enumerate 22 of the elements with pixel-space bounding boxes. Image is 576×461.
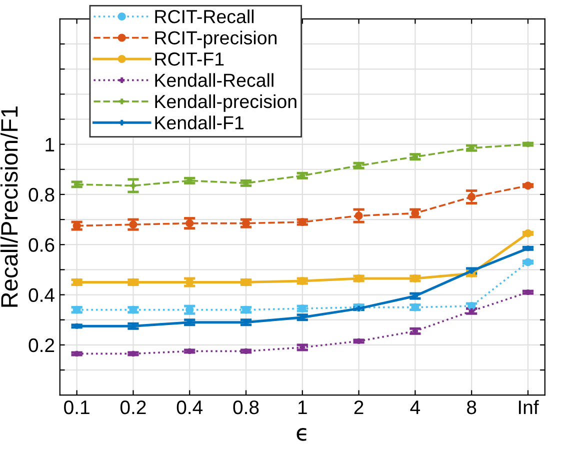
legend-label: RCIT-F1: [155, 52, 224, 66]
legend-label: RCIT-Recall: [155, 9, 254, 24]
x-tick-label: 8: [467, 400, 476, 414]
y-axis-title: Recall/Precision/F1: [0, 106, 18, 307]
x-tick-label: Inf: [518, 400, 539, 414]
x-tick-label: 0.2: [120, 400, 146, 414]
legend-label: Kendall-Recall: [155, 73, 274, 87]
legend-label: Kendall-precision: [155, 94, 296, 112]
x-tick-label: 1: [298, 400, 307, 414]
x-tick-label: 0.1: [64, 400, 90, 414]
y-tick-label: 0.6: [28, 238, 54, 252]
x-axis-title: ϵ: [296, 428, 306, 441]
legend-label: Kendall-F1: [155, 116, 244, 130]
y-tick-label: 0.8: [28, 188, 54, 202]
x-tick-label: 0.8: [233, 400, 259, 414]
legend-label: RCIT-precision: [155, 30, 276, 48]
x-tick-label: 0.4: [176, 400, 203, 414]
x-tick-label: 2: [354, 400, 364, 414]
y-tick-label: 0.4: [28, 288, 54, 302]
y-tick-label: 0.2: [28, 338, 54, 352]
y-tick-label: 1: [46, 138, 54, 152]
x-tick-label: 4: [410, 400, 420, 414]
